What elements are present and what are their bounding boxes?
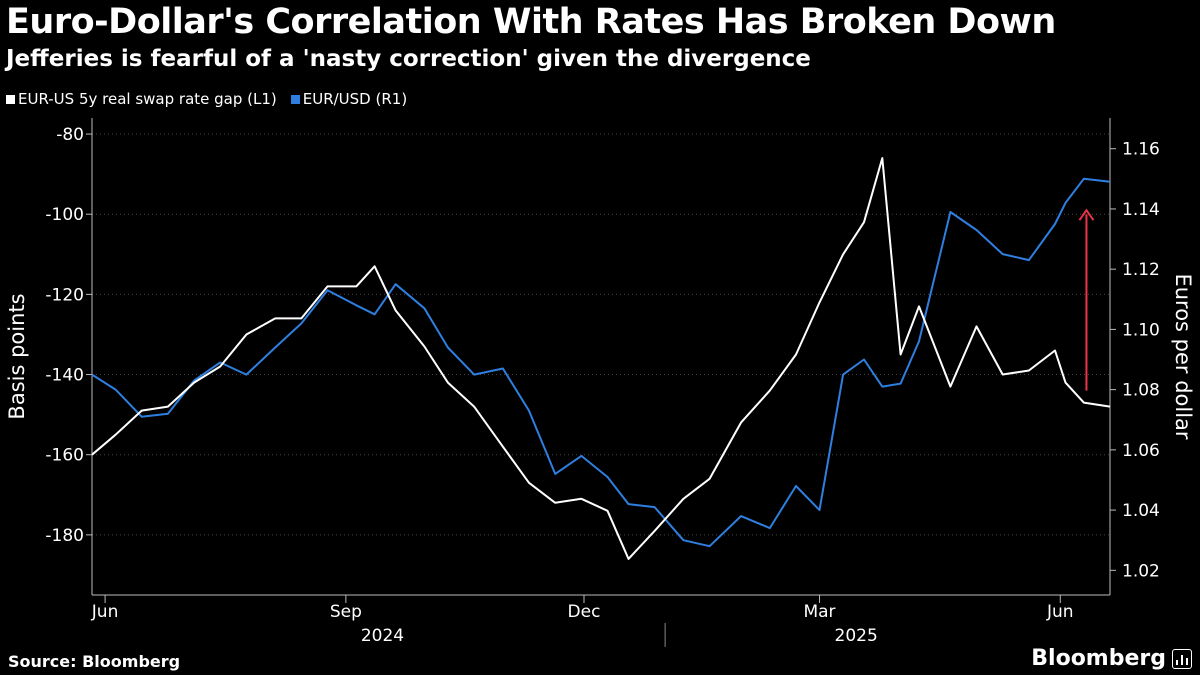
right-tick-label-6: 1.04 [1122,501,1160,521]
legend-label-eurusd: EUR/USD (R1) [302,90,408,108]
bar-chart-icon [1172,648,1192,669]
series-line-rate-gap [91,157,1111,560]
chart-title: Euro-Dollar's Correlation With Rates Has… [6,2,1056,42]
right-tick-label-1: 1.14 [1122,200,1160,220]
x-tick-label-2: Dec [568,602,601,622]
left-tick-label-2: -120 [45,285,84,305]
legend-item-eurusd: EUR/USD (R1) [290,90,408,108]
source-note: Source: Bloomberg [8,652,181,671]
left-tick-label-5: -180 [45,526,84,546]
left-tick-label-0: -80 [56,125,84,145]
brand-logo: Bloomberg [1031,646,1192,671]
left-tick-label-4: -160 [45,446,84,466]
chart-subtitle: Jefferies is fearful of a 'nasty correct… [6,46,811,72]
x-tick-label-3: Mar [803,602,835,622]
right-tick-label-0: 1.16 [1122,140,1160,160]
right-tick-label-7: 1.02 [1122,561,1160,581]
left-tick-label-1: -100 [45,205,84,225]
legend: EUR-US 5y real swap rate gap (L1) EUR/US… [6,90,407,108]
right-tick-label-4: 1.08 [1122,381,1160,401]
left-axis-title: Basis points [5,293,29,419]
x-tick-label-4: Jun [1046,602,1074,622]
series-line-eurusd [91,177,1111,548]
brand-name: Bloomberg [1031,646,1166,671]
x-tick-label-1: Sep [330,602,362,622]
legend-swatch-rate-gap [6,94,15,104]
legend-swatch-eurusd [290,94,300,104]
legend-label-rate-gap: EUR-US 5y real swap rate gap (L1) [18,90,277,108]
right-tick-label-2: 1.12 [1122,260,1160,280]
left-tick-label-3: -140 [45,366,84,386]
right-tick-label-3: 1.10 [1122,320,1160,340]
right-axis-title: Euros per dollar [1171,273,1195,439]
x-tick-label-0: Jun [91,602,119,622]
year-label-1: 2025 [835,626,878,646]
legend-item-rate-gap: EUR-US 5y real swap rate gap (L1) [6,90,277,108]
annotation-arrow-head [1078,208,1095,221]
right-tick-label-5: 1.06 [1122,441,1160,461]
year-label-0: 2024 [361,626,404,646]
